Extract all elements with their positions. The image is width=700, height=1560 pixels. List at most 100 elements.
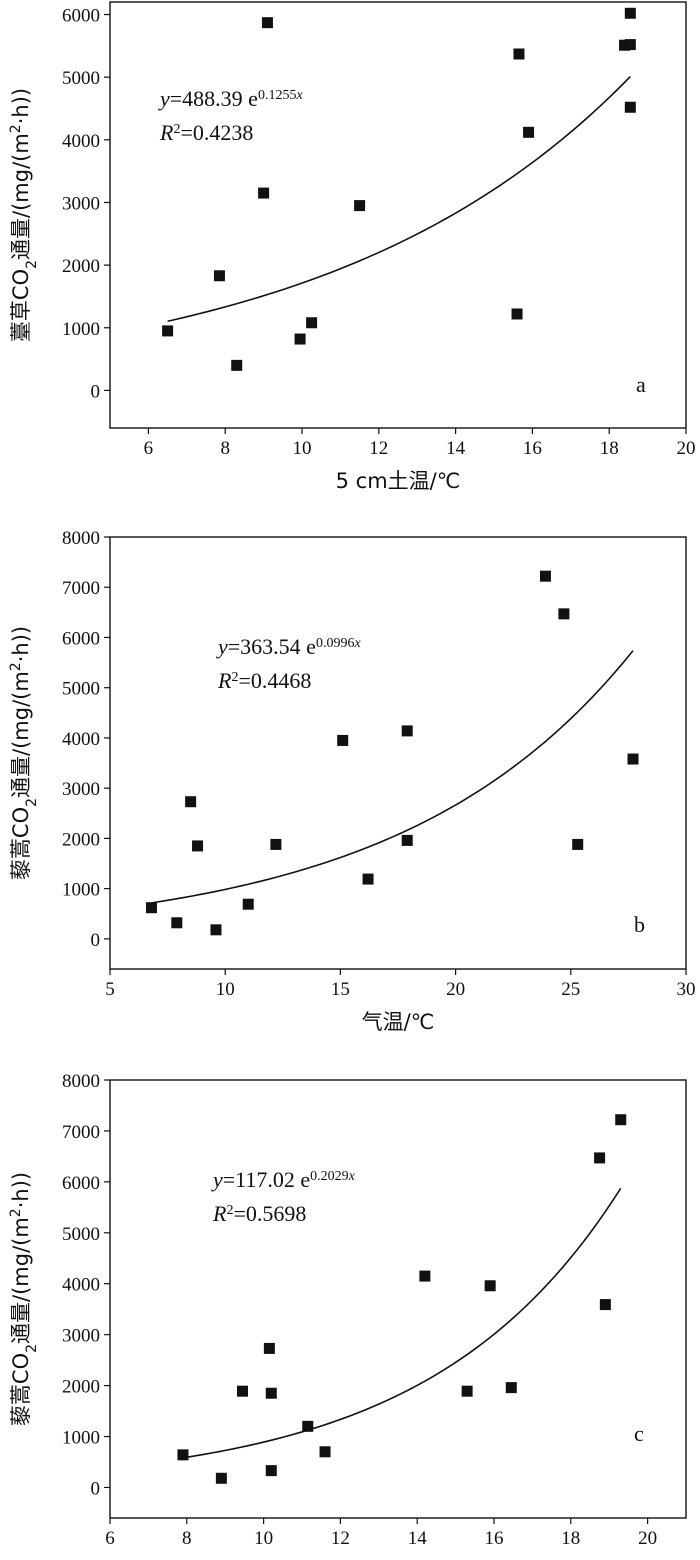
x-tick-label: 20 xyxy=(446,979,465,1000)
fit-equation: y=117.02 e0.2029x xyxy=(211,1167,356,1192)
data-point xyxy=(615,1114,627,1126)
x-tick-label: 18 xyxy=(600,438,619,459)
data-point xyxy=(558,608,570,620)
x-tick-label: 16 xyxy=(485,1528,504,1549)
data-point xyxy=(213,270,225,282)
r-squared-value: =0.5698 xyxy=(233,1201,306,1226)
y-tick-label: 5000 xyxy=(62,68,100,89)
y-tick-label: 1000 xyxy=(62,319,100,340)
r-squared-value: =0.4468 xyxy=(238,668,311,693)
equation-exponent-x: x xyxy=(295,88,303,103)
data-point xyxy=(258,187,270,199)
chart-panel-a: 6 8 10 12 14 16 18 20 0 1000 2000 3000 4000 5000 6000 5… xyxy=(8,1,696,493)
data-point xyxy=(627,753,639,765)
y-tick-label: 2000 xyxy=(62,1377,100,1398)
data-point xyxy=(362,873,374,885)
data-point xyxy=(513,48,525,60)
plot-frame xyxy=(109,536,687,970)
y-axis-title-superscript: 2 xyxy=(8,662,24,671)
data-point xyxy=(302,1420,314,1432)
y-axis-title: 藜蒿CO2通量/(mg/(m2·h)) xyxy=(8,1172,40,1426)
y-tick-label: 3000 xyxy=(62,779,100,800)
x-tick-label: 10 xyxy=(293,438,312,459)
x-tick-label: 20 xyxy=(677,438,696,459)
y-axis-title-main: 藜蒿CO xyxy=(9,1353,33,1426)
data-point xyxy=(511,308,523,320)
x-axis-title: 5 cm土温/℃ xyxy=(336,469,461,493)
equation-exponent: 0.2029 xyxy=(310,1169,349,1184)
y-tick-label: 8000 xyxy=(62,528,100,549)
panel-label: c xyxy=(634,1421,644,1446)
x-tick-label: 25 xyxy=(561,979,580,1000)
data-point xyxy=(505,1382,517,1394)
x-tick-label: 18 xyxy=(561,1528,580,1549)
y-axis-title: 薹草CO2通量/(mg/(m2·h)) xyxy=(8,88,40,342)
r-squared-superscript: 2 xyxy=(231,670,238,685)
y-tick-label: 1000 xyxy=(62,880,100,901)
y-tick-label: 4000 xyxy=(62,729,100,750)
y-tick-label: 5000 xyxy=(62,679,100,700)
y-axis-title-unit-end: ·h)) xyxy=(9,1172,33,1208)
x-tick-label: 30 xyxy=(677,979,696,1000)
x-axis-title: 气温/℃ xyxy=(362,1010,435,1034)
data-point xyxy=(624,101,636,113)
y-tick-label: 1000 xyxy=(62,1428,100,1449)
data-point xyxy=(539,570,551,582)
x-tick-label: 12 xyxy=(369,438,388,459)
y-tick-label: 4000 xyxy=(62,131,100,152)
y-tick-label: 2000 xyxy=(62,256,100,277)
data-point xyxy=(265,1465,277,1477)
equation-exponent: 0.1255 xyxy=(258,88,297,103)
data-point xyxy=(354,200,366,212)
y-tick-label: 3000 xyxy=(62,1326,100,1347)
equation-y: y xyxy=(211,1167,223,1192)
data-point xyxy=(319,1446,331,1458)
y-tick-label: 3000 xyxy=(62,193,100,214)
data-point xyxy=(192,840,204,852)
y-tick-label: 0 xyxy=(91,930,101,951)
y-axis-title-subscript: 2 xyxy=(24,1344,40,1353)
y-axis-title-unit: 通量/(mg/(m xyxy=(9,133,33,260)
fit-curve xyxy=(182,1187,622,1459)
y-axis-title-main: 薹草CO xyxy=(9,269,33,342)
equation-exponent-x: x xyxy=(348,1169,356,1184)
data-point xyxy=(624,39,636,51)
data-point xyxy=(242,898,254,910)
equation-body: =117.02 e xyxy=(223,1167,310,1192)
equation-exponent: 0.0996 xyxy=(316,636,355,651)
x-tick-label: 20 xyxy=(638,1528,657,1549)
equation-body: =363.54 e xyxy=(228,634,316,659)
y-tick-label: 7000 xyxy=(62,578,100,599)
y-tick-label: 6000 xyxy=(62,628,100,649)
data-point xyxy=(261,17,273,29)
y-axis-title-superscript: 2 xyxy=(8,124,24,133)
fit-equation: y=363.54 e0.0996x xyxy=(216,634,361,659)
y-tick-label: 7000 xyxy=(62,1122,100,1143)
data-point xyxy=(484,1280,496,1292)
r-squared: R2=0.5698 xyxy=(212,1201,306,1226)
data-point xyxy=(306,317,318,329)
r-squared-superscript: 2 xyxy=(226,1203,233,1218)
x-tick-label: 12 xyxy=(331,1528,350,1549)
y-tick-label: 0 xyxy=(91,381,101,402)
y-tick-label: 8000 xyxy=(62,1071,100,1092)
r-squared-value: =0.4238 xyxy=(180,120,253,145)
x-tick-label: 15 xyxy=(331,979,350,1000)
data-point xyxy=(619,39,631,51)
fit-curve xyxy=(151,650,634,904)
y-axis-title-subscript: 2 xyxy=(24,260,40,269)
y-tick-label: 5000 xyxy=(62,1224,100,1245)
data-point xyxy=(337,734,349,746)
plot-frame xyxy=(109,1,687,429)
x-tick-label: 14 xyxy=(446,438,466,459)
y-tick-label: 0 xyxy=(91,1478,101,1499)
x-tick-label: 6 xyxy=(144,438,154,459)
chart-panel-b: 5 10 15 20 25 30 0 1000 2000 3000 4000 5000 6000 7000… xyxy=(8,528,696,1034)
y-tick-label: 6000 xyxy=(62,1173,100,1194)
y-axis-title-superscript: 2 xyxy=(8,1208,24,1217)
y-tick-label: 2000 xyxy=(62,829,100,850)
x-tick-label: 16 xyxy=(523,438,542,459)
data-point xyxy=(523,126,535,138)
data-point xyxy=(185,796,197,808)
